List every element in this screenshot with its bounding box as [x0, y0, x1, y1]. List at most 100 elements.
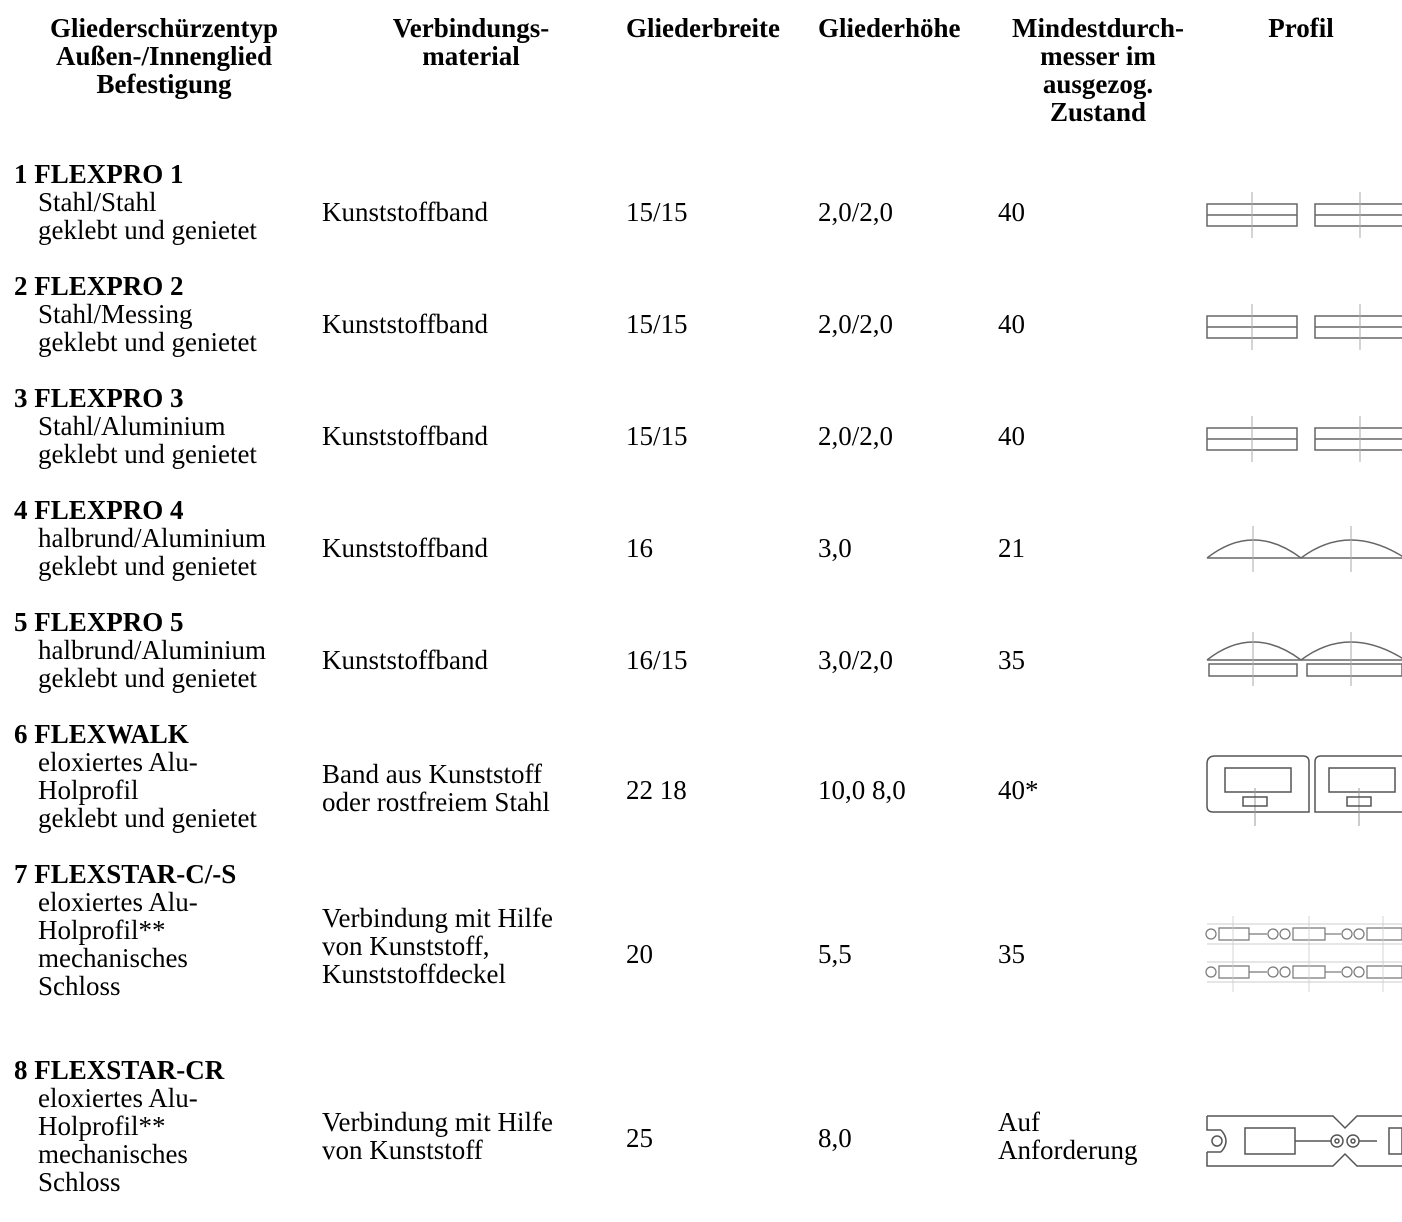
- durchmesser-line: Anforderung: [998, 1136, 1137, 1164]
- cell-material: Kunststoffband: [322, 422, 488, 450]
- header-line: Gliederschürzentyp: [16, 14, 312, 42]
- flat-double-strip-profile-icon: [1205, 302, 1402, 352]
- cell-durchmesser: 40: [998, 198, 1025, 226]
- header-profil: Profil: [1200, 14, 1402, 42]
- description-line: Holprofil**: [38, 1112, 198, 1140]
- header-line: ausgezog.: [998, 70, 1198, 98]
- durchmesser-line: 35: [998, 646, 1025, 674]
- table-row: 6 FLEXWALK eloxiertes Alu- Holprofil gek…: [0, 720, 1402, 860]
- row-description: eloxiertes Alu- Holprofil** mechanisches…: [38, 888, 198, 1000]
- cell-breite: 22 18: [626, 776, 687, 804]
- description-line: Schloss: [38, 972, 198, 1000]
- durchmesser-line: 40: [998, 198, 1025, 226]
- description-line: halbrund/Aluminium: [38, 524, 266, 552]
- table-row: 4 FLEXPRO 4 halbrund/Aluminium geklebt u…: [0, 496, 1402, 608]
- row-title: 1 FLEXPRO 1: [14, 160, 184, 188]
- description-line: Holprofil: [38, 776, 257, 804]
- row-title: 8 FLEXSTAR-CR: [14, 1056, 224, 1084]
- durchmesser-line: 40: [998, 310, 1025, 338]
- description-line: Stahl/Messing: [38, 300, 257, 328]
- flat-double-strip-profile-icon: [1205, 414, 1402, 464]
- row-description: eloxiertes Alu- Holprofil geklebt und ge…: [38, 748, 257, 832]
- header-line: Gliederbreite: [626, 14, 818, 42]
- header-gliederhoehe: Gliederhöhe: [818, 14, 998, 42]
- cell-material: Kunststoffband: [322, 534, 488, 562]
- half-round-on-strip-profile-icon: [1205, 630, 1402, 690]
- description-line: geklebt und genietet: [38, 216, 257, 244]
- description-line: eloxiertes Alu-: [38, 1084, 198, 1112]
- half-round-profile-icon: [1205, 524, 1402, 574]
- table-row: 2 FLEXPRO 2 Stahl/Messing geklebt und ge…: [0, 272, 1402, 384]
- description-line: Stahl/Stahl: [38, 188, 257, 216]
- cell-material: Kunststoffband: [322, 198, 488, 226]
- row-description: Stahl/Messing geklebt und genietet: [38, 300, 257, 356]
- table-row: 1 FLEXPRO 1 Stahl/Stahl geklebt und geni…: [0, 160, 1402, 272]
- cell-hoehe: 2,0/2,0: [818, 310, 893, 338]
- row-description: halbrund/Aluminium geklebt und genietet: [38, 524, 266, 580]
- row-title: 6 FLEXWALK: [14, 720, 189, 748]
- material-line: Verbindung mit Hilfe: [322, 904, 553, 932]
- description-line: geklebt und genietet: [38, 552, 266, 580]
- description-line: mechanisches: [38, 944, 198, 972]
- row-title: 4 FLEXPRO 4: [14, 496, 184, 524]
- header-line: material: [322, 42, 620, 70]
- cell-material: Kunststoffband: [322, 310, 488, 338]
- cell-durchmesser: 40: [998, 310, 1025, 338]
- row-title: 3 FLEXPRO 3: [14, 384, 184, 412]
- description-line: geklebt und genietet: [38, 440, 257, 468]
- cell-durchmesser: Auf Anforderung: [998, 1108, 1137, 1164]
- cell-hoehe: 5,5: [818, 940, 852, 968]
- row-title: 2 FLEXPRO 2: [14, 272, 184, 300]
- description-line: halbrund/Aluminium: [38, 636, 266, 664]
- description-line: Stahl/Aluminium: [38, 412, 257, 440]
- header-line: Verbindungs-: [322, 14, 620, 42]
- description-line: geklebt und genietet: [38, 664, 266, 692]
- row-title: 5 FLEXPRO 5: [14, 608, 184, 636]
- cell-material: Kunststoffband: [322, 646, 488, 674]
- row-description: Stahl/Stahl geklebt und genietet: [38, 188, 257, 244]
- header-line: Mindestdurch-: [998, 14, 1198, 42]
- cell-hoehe: 2,0/2,0: [818, 198, 893, 226]
- table-row: 8 FLEXSTAR-CR eloxiertes Alu- Holprofil*…: [0, 1056, 1402, 1222]
- header-line: Profil: [1200, 14, 1402, 42]
- cell-breite: 16/15: [626, 646, 688, 674]
- header-schuerzentyp: Gliederschürzentyp Außen-/Innenglied Bef…: [16, 14, 312, 98]
- cell-breite: 20: [626, 940, 653, 968]
- cell-breite: 16: [626, 534, 653, 562]
- cell-breite: 15/15: [626, 198, 688, 226]
- header-gliederbreite: Gliederbreite: [626, 14, 818, 42]
- cell-hoehe: 3,0/2,0: [818, 646, 893, 674]
- material-line: Kunststoffband: [322, 310, 488, 338]
- cell-breite: 15/15: [626, 310, 688, 338]
- header-line: Gliederhöhe: [818, 14, 998, 42]
- table-row: 7 FLEXSTAR-C/-S eloxiertes Alu- Holprofi…: [0, 860, 1402, 1056]
- cell-durchmesser: 40*: [998, 776, 1039, 804]
- row-title: 7 FLEXSTAR-C/-S: [14, 860, 236, 888]
- material-line: Kunststoffband: [322, 422, 488, 450]
- header-line: Zustand: [998, 98, 1198, 126]
- material-line: von Kunststoff,: [322, 932, 553, 960]
- durchmesser-line: 40*: [998, 776, 1039, 804]
- durchmesser-line: 35: [998, 940, 1025, 968]
- cell-hoehe: 3,0: [818, 534, 852, 562]
- row-description: halbrund/Aluminium geklebt und genietet: [38, 636, 266, 692]
- chamfered-link-profile-icon: [1205, 1110, 1402, 1172]
- cell-material: Verbindung mit Hilfe von Kunststoff: [322, 1108, 553, 1164]
- cell-durchmesser: 35: [998, 646, 1025, 674]
- cell-breite: 25: [626, 1124, 653, 1152]
- cell-material: Verbindung mit Hilfe von Kunststoff, Kun…: [322, 904, 553, 988]
- header-line: messer im: [998, 42, 1198, 70]
- material-line: Kunststoffband: [322, 198, 488, 226]
- table-row: 3 FLEXPRO 3 Stahl/Aluminium geklebt und …: [0, 384, 1402, 496]
- header-mindestdurchmesser: Mindestdurch- messer im ausgezog. Zustan…: [998, 14, 1198, 126]
- cell-durchmesser: 40: [998, 422, 1025, 450]
- durchmesser-line: Auf: [998, 1108, 1137, 1136]
- description-line: Schloss: [38, 1168, 198, 1196]
- cell-hoehe: 8,0: [818, 1124, 852, 1152]
- chain-link-profile-icon: [1205, 914, 1402, 994]
- durchmesser-line: 21: [998, 534, 1025, 562]
- cell-hoehe: 10,0 8,0: [818, 776, 906, 804]
- header-line: Außen-/Innenglied: [16, 42, 312, 70]
- description-line: mechanisches: [38, 1140, 198, 1168]
- description-line: eloxiertes Alu-: [38, 888, 198, 916]
